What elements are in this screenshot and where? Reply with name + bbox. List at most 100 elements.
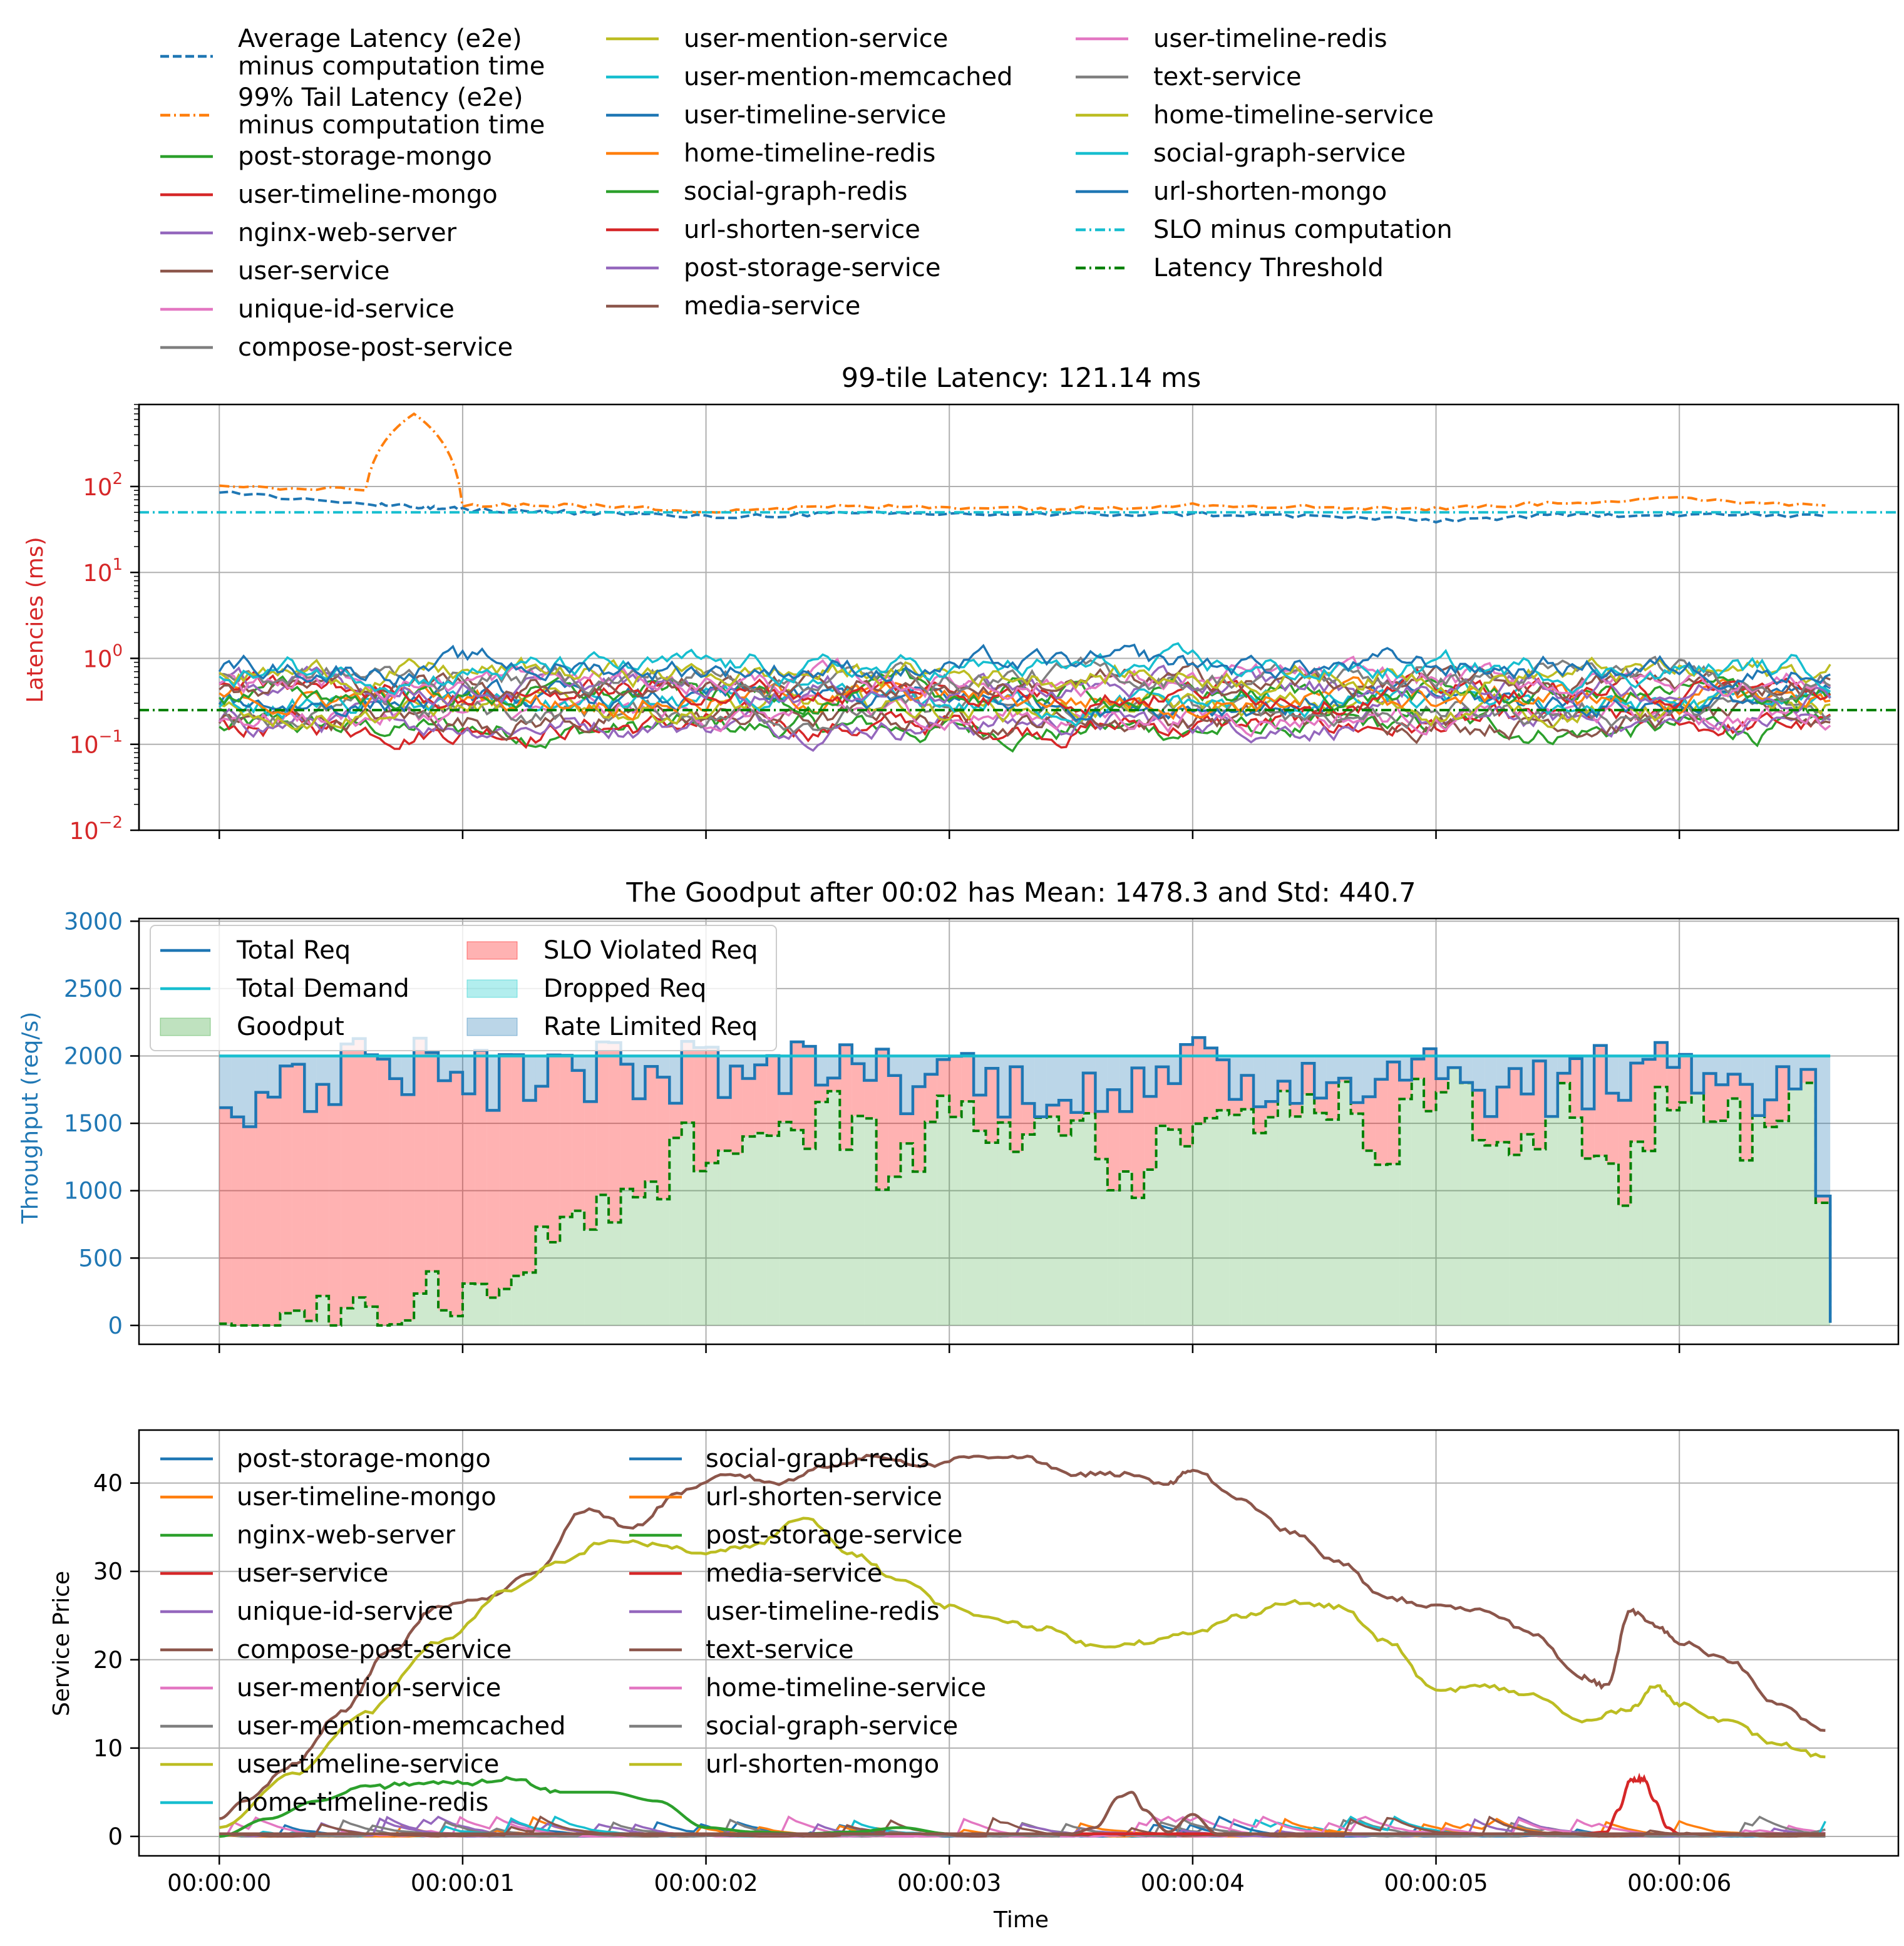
rate-limited-area: [1606, 1056, 1619, 1094]
slo-violated-area: [1557, 1073, 1570, 1083]
goodput-area: [742, 1136, 755, 1326]
slo-violated-area: [462, 1094, 475, 1284]
goodput-area: [304, 1320, 317, 1326]
goodput-area: [766, 1135, 780, 1326]
slo-violated-area: [888, 1075, 901, 1177]
rate-limited-area: [1764, 1056, 1777, 1100]
goodput-area: [523, 1272, 536, 1326]
legend-label: user-service: [238, 257, 389, 286]
goodput-area: [985, 1142, 998, 1326]
price-panel: Service Price Time 00:00:00 00:00:01 00:00…: [49, 1429, 1900, 1933]
goodput-area: [1667, 1110, 1680, 1326]
rate-limited-area: [1351, 1056, 1363, 1103]
goodput-area: [1229, 1115, 1242, 1326]
goodput-area: [1351, 1113, 1363, 1326]
slo-violated-area: [365, 1054, 378, 1307]
slo-violated-area: [985, 1068, 998, 1143]
rate-limited-area: [1339, 1056, 1351, 1079]
rate-limited-area: [925, 1056, 937, 1074]
rate-limited-area: [1545, 1056, 1558, 1117]
goodput-area: [1533, 1149, 1546, 1326]
throughput-title: The Goodput after 00:02 has Mean: 1478.3…: [625, 877, 1416, 909]
rate-limited-area: [1618, 1056, 1631, 1101]
slo-violated-area: [1351, 1103, 1363, 1114]
slo-violated-area: [657, 1077, 670, 1200]
slo-violated-area: [377, 1059, 390, 1326]
legend-label: url-shorten-mongo: [1153, 177, 1387, 206]
goodput-area: [401, 1320, 414, 1326]
goodput-area: [1509, 1155, 1521, 1326]
rate-limited-area: [1740, 1056, 1752, 1084]
goodput-area: [961, 1101, 974, 1326]
legend-label: Average Latency (e2e): [238, 24, 522, 53]
rate-limited-area: [535, 1056, 548, 1086]
goodput-area: [353, 1297, 366, 1326]
y-tick-label: 102: [83, 470, 123, 501]
slo-violated-area: [584, 1101, 597, 1230]
slo-violated-area: [426, 1053, 439, 1272]
rate-limited-area: [1557, 1056, 1570, 1074]
goodput-area: [584, 1229, 597, 1326]
legend-label: user-timeline-redis: [1153, 24, 1387, 53]
y-tick-label: 20: [93, 1647, 123, 1674]
x-tick-label: 00:00:02: [654, 1870, 758, 1897]
rate-limited-area: [1229, 1056, 1242, 1099]
slo-violated-area: [609, 1042, 621, 1223]
legend-label: media-service: [684, 292, 860, 321]
slo-violated-area: [1156, 1066, 1169, 1126]
slo-violated-area: [706, 1047, 719, 1163]
slo-violated-area: [1302, 1063, 1315, 1094]
rate-limited-area: [974, 1056, 986, 1096]
slo-violated-area: [244, 1126, 256, 1326]
slo-violated-area: [681, 1041, 694, 1123]
slo-violated-area: [1119, 1111, 1132, 1171]
rate-limited-area: [1642, 1056, 1655, 1059]
rate-limited-area: [572, 1056, 585, 1071]
goodput-area: [1496, 1142, 1510, 1326]
goodput-area: [547, 1242, 560, 1326]
goodput-area: [1764, 1126, 1777, 1326]
legend-label: user-timeline-service: [237, 1750, 499, 1779]
goodput-area: [681, 1123, 694, 1326]
goodput-area: [900, 1143, 913, 1326]
goodput-area: [1180, 1146, 1193, 1326]
rate-limited-area: [219, 1056, 232, 1108]
throughput-ylabel: Throughput (req/s): [18, 1012, 43, 1225]
goodput-area: [1815, 1203, 1831, 1326]
legend-label: 99% Tail Latency (e2e): [238, 83, 523, 112]
legend-label: user-mention-memcached: [684, 63, 1013, 91]
goodput-area: [450, 1315, 463, 1326]
goodput-area: [1059, 1135, 1071, 1326]
rate-limited-area: [900, 1056, 913, 1114]
slo-violated-area: [912, 1086, 925, 1172]
rate-limited-area: [1217, 1056, 1230, 1060]
goodput-area: [657, 1199, 670, 1326]
slo-violated-area: [231, 1116, 244, 1326]
rate-limited-area: [1485, 1056, 1497, 1117]
rate-limited-area: [1801, 1056, 1816, 1070]
rate-limited-area: [292, 1056, 305, 1064]
rate-limited-area: [1241, 1056, 1254, 1076]
goodput-area: [1727, 1098, 1741, 1326]
slo-violated-area: [1642, 1059, 1655, 1151]
rate-limited-area: [852, 1056, 865, 1064]
rate-limited-area: [1509, 1056, 1521, 1069]
x-tick-label: 00:00:03: [897, 1870, 1001, 1897]
goodput-area: [609, 1222, 621, 1326]
service-latency-line: [219, 706, 1831, 753]
goodput-area: [1387, 1164, 1400, 1326]
goodput-area: [840, 1150, 852, 1326]
goodput-area: [1801, 1083, 1816, 1326]
rate-limited-area: [244, 1056, 256, 1127]
goodput-area: [620, 1188, 633, 1326]
goodput-area: [438, 1310, 451, 1326]
slo-violated-area: [547, 1054, 560, 1243]
y-tick-label: 0: [108, 1823, 123, 1850]
rate-limited-area: [304, 1056, 317, 1112]
legend-label: Goodput: [237, 1012, 344, 1041]
rate-limited-area: [937, 1056, 950, 1060]
goodput-area: [1642, 1151, 1655, 1326]
rate-limited-area: [1387, 1056, 1400, 1063]
y-tick-label: 1500: [64, 1110, 123, 1137]
goodput-area: [1521, 1134, 1534, 1326]
